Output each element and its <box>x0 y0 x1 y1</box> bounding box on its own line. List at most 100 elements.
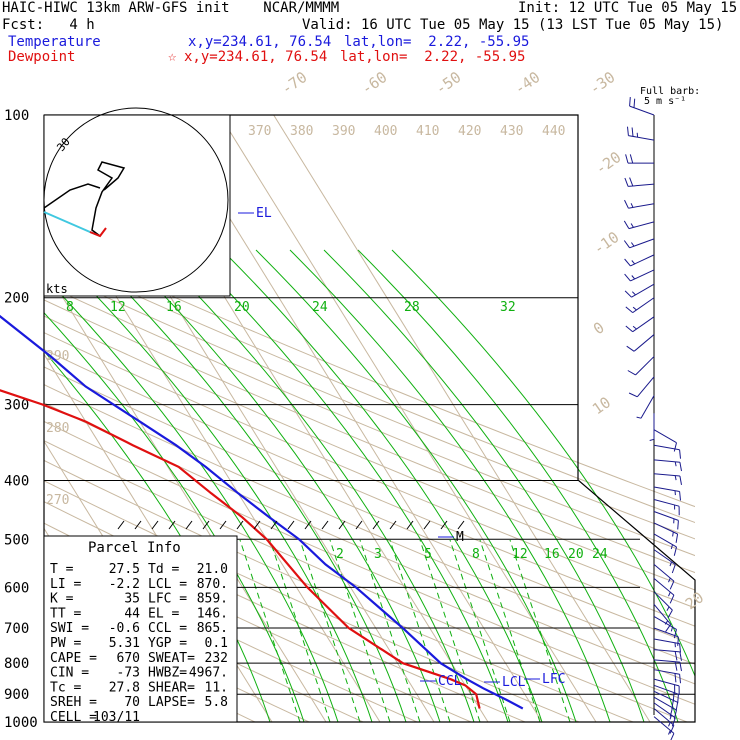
forecast-hour: Fcst: 4 h <box>2 17 95 33</box>
parcel-info-value: 4967. <box>189 666 228 681</box>
wind-barb <box>653 627 679 638</box>
mixed-layer-tick <box>321 520 329 530</box>
mixed-layer-tick <box>355 520 363 530</box>
theta-label: 390 <box>332 124 355 139</box>
wind-barb-flag <box>649 438 655 441</box>
mixing-ratio-label: 24 <box>312 300 328 315</box>
dry-adiabat <box>44 402 695 685</box>
wind-barb-flag <box>668 577 671 583</box>
parcel-info-value: -0.6 <box>109 621 140 636</box>
isotherm-label: 10 <box>589 393 614 418</box>
wind-barb-flag <box>675 533 679 543</box>
wind-barb <box>653 716 675 734</box>
wind-barb-flag <box>670 626 673 632</box>
wind-barb-flag <box>669 714 672 720</box>
moist-adiabat <box>357 249 679 722</box>
pressure-tick-label: 500 <box>4 532 29 548</box>
wind-barb <box>653 638 680 645</box>
parcel-info-key: SHEAR= <box>148 680 195 695</box>
mixing-ratio-label: 12 <box>512 547 528 562</box>
wind-barb-flag <box>673 629 677 639</box>
parcel-info-key: LI = <box>50 577 81 592</box>
isotherm-label: -50 <box>432 68 465 98</box>
mixed-layer-tick <box>236 520 244 530</box>
temperature-xy: x,y=234.61, 76.54 <box>188 34 332 50</box>
parcel-info-key: CIN = <box>50 666 89 681</box>
temperature-latlon: lat,lon= 2.22, -55.95 <box>344 34 530 50</box>
parcel-info-key: HWBZ= <box>148 666 187 681</box>
chart-title: HAIC-HIWC 13km ARW-GFS init NCAR/MMMM <box>2 0 340 16</box>
mixed-layer-tick <box>219 520 227 530</box>
wind-barb-flag <box>674 461 677 467</box>
wind-barb-flag <box>631 291 636 296</box>
mixed-layer-tick <box>287 520 295 530</box>
wind-barb-flag <box>626 345 635 352</box>
moist-adiabat <box>289 249 611 722</box>
isotherm-label: 20 <box>682 588 707 613</box>
parcel-info-box <box>43 535 238 723</box>
parcel-info-key: EL = <box>148 606 179 621</box>
wind-barb-flag <box>633 98 636 108</box>
wind-barb-flag <box>627 126 629 136</box>
wind-barb-flag <box>623 220 630 229</box>
wind-barb <box>653 511 679 521</box>
wind-barb-flag <box>673 442 677 452</box>
barb-legend-units: 5 m s⁻¹ <box>644 96 686 107</box>
mixing-ratio-line <box>449 539 511 722</box>
wind-barb <box>653 444 680 451</box>
wind-barb-flag <box>625 306 634 313</box>
mixing-ratio-line <box>509 539 571 722</box>
parcel-info-title: Parcel Info <box>88 540 181 556</box>
wind-barb-flag <box>624 199 629 209</box>
wind-barb-flag <box>630 242 635 247</box>
pressure-tick-label: 100 <box>4 108 29 124</box>
wind-barb <box>653 486 680 492</box>
parcel-info-value: 146. <box>197 606 228 621</box>
dry-adiabat <box>44 332 695 609</box>
wind-barb-flag <box>624 290 632 298</box>
wind-barb-flag <box>632 325 637 330</box>
mixed-layer-tick <box>202 520 210 530</box>
wind-barb <box>633 334 655 352</box>
mixed-layer-tick <box>270 520 278 530</box>
wind-barb <box>629 238 655 249</box>
wind-barb-flag <box>632 306 637 311</box>
wind-barb <box>628 135 655 141</box>
theta-label: 420 <box>458 124 481 139</box>
mixed-layer-tick <box>440 520 448 530</box>
wind-barb-flag <box>670 544 673 550</box>
isotherm-label: -20 <box>592 148 625 178</box>
parcel-info-value: 103/11 <box>93 710 140 725</box>
dry-adiabat <box>44 366 695 646</box>
wind-barb <box>632 297 655 314</box>
wind-barb <box>653 649 680 653</box>
mixing-ratio-line <box>479 539 541 722</box>
wind-barb-flag <box>677 520 679 530</box>
mixing-ratio-label: 2 <box>336 547 344 562</box>
theta-label-low: 270 <box>46 493 69 508</box>
theta-label: 380 <box>290 124 313 139</box>
moist-adiabat <box>323 249 645 722</box>
hodograph-ring <box>43 107 229 293</box>
pressure-tick-label: 600 <box>4 580 29 596</box>
wind-barb <box>653 522 678 535</box>
parcel-info-key: Td = <box>148 562 179 577</box>
wind-barb-flag <box>629 177 634 187</box>
dry-adiabat <box>44 253 695 524</box>
wind-barb <box>630 269 655 282</box>
theta-label: 370 <box>248 124 271 139</box>
level-label-lcl: LCL <box>502 675 526 690</box>
mixing-ratio-line <box>329 539 391 722</box>
wind-barb-flag <box>679 475 682 485</box>
legend-dewpoint: Dewpoint <box>8 49 76 65</box>
wind-barb <box>653 669 680 675</box>
wind-barb-flag <box>666 606 670 611</box>
wind-barb-flag <box>679 449 681 459</box>
wind-barb-flag <box>679 651 682 661</box>
wind-barb <box>636 376 655 398</box>
isotherm <box>219 115 597 722</box>
moist-adiabat <box>255 249 577 722</box>
mixing-ratio-label: 5 <box>424 547 432 562</box>
level-label-el: EL <box>256 206 272 221</box>
pressure-tick-label: 700 <box>4 621 29 637</box>
